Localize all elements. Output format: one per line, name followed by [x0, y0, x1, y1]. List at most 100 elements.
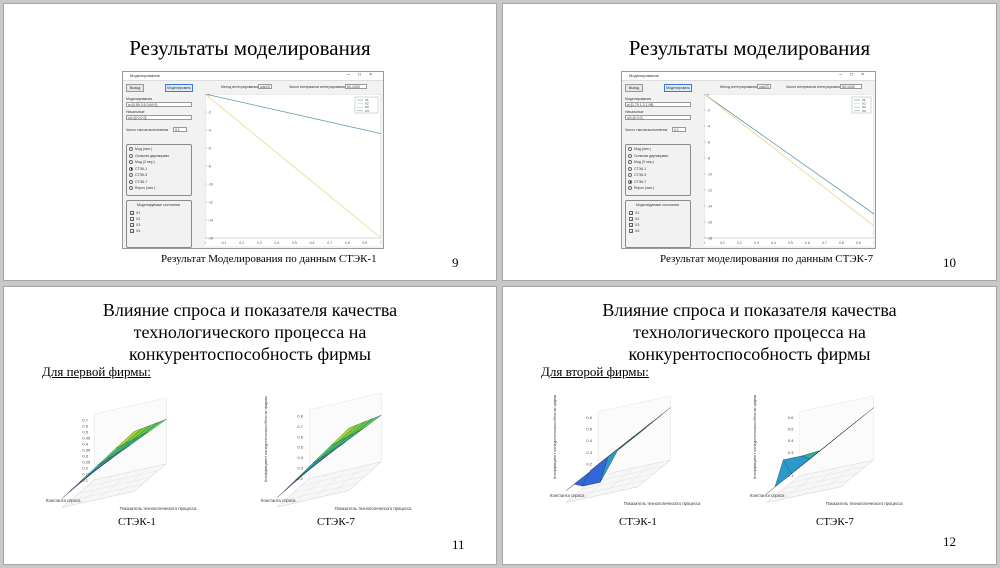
radio-button[interactable] — [628, 153, 632, 158]
z-tick-label: 0.5 — [788, 427, 794, 432]
radio-button[interactable] — [628, 179, 632, 184]
field1-label: Моделирования — [625, 97, 652, 101]
page-number: 10 — [943, 255, 956, 270]
slide-12[interactable]: Влияние спроса и показателя качества тех… — [502, 286, 997, 565]
exit-button[interactable]: Выход — [126, 84, 144, 92]
y-axis-label: Константа спроса — [261, 498, 296, 503]
z-tick-label: 0.1 — [788, 473, 794, 478]
checkbox[interactable]: ✓ — [629, 223, 634, 228]
series-line — [205, 94, 381, 134]
x-tick-label: 0 — [704, 241, 705, 245]
legend-label: X2 — [365, 102, 369, 106]
radio-label: Мод (лин.) — [634, 147, 652, 151]
points-label: Число интервалов интегрирования — [289, 85, 347, 89]
x-tick-label: 1 — [380, 241, 381, 245]
slide-11[interactable]: Влияние спроса и показателя качества тех… — [3, 286, 497, 565]
checkbox[interactable]: ✓ — [130, 211, 135, 216]
steps-input[interactable]: 0.1 — [173, 127, 187, 132]
checkbox-label: X3 — [136, 223, 141, 227]
field2-input[interactable]: x0=[0 0 0] — [625, 115, 691, 120]
radio-button[interactable] — [129, 186, 133, 190]
chart-background — [704, 94, 874, 246]
app-window: Моделирование –□× Выход Моделировать Мет… — [621, 71, 876, 249]
z-tick-label: 0.1 — [82, 477, 88, 482]
legend-label: X3 — [862, 105, 866, 109]
checkbox[interactable]: ✓ — [629, 229, 634, 234]
points-field[interactable]: 50-1000 — [840, 84, 862, 89]
window-titlebar: Моделирование –□× — [123, 72, 383, 81]
y-tick-label: -12 — [208, 201, 213, 205]
radio-label: Rпроч (лин.) — [135, 186, 156, 190]
points-field[interactable]: 50-1000 — [345, 84, 367, 89]
method-label: Метод интегрирования — [221, 85, 259, 89]
y-tick-label: -6 — [707, 141, 710, 145]
z-tick-label: 0.4 — [586, 438, 592, 443]
line-chart: 0-2-4-6-8-10-12-14-1600.10.20.30.40.50.6… — [205, 94, 381, 246]
x-tick-label: 0 — [205, 241, 206, 245]
z-tick-label: 0.6 — [586, 415, 592, 420]
model-button[interactable]: Моделировать — [165, 84, 193, 92]
radio-button[interactable] — [129, 179, 133, 184]
z-tick-label: 0.6 — [297, 434, 303, 439]
legend-label: X1 — [862, 98, 866, 102]
steps-input[interactable]: 0.1 — [672, 127, 686, 132]
exit-button[interactable]: Выход — [625, 84, 643, 92]
model-button[interactable]: Моделировать — [664, 84, 692, 92]
z-tick-label: 0.4 — [788, 438, 794, 443]
floor-gridline — [293, 475, 366, 493]
slide-title: Влияние спроса и показателя качества тех… — [4, 299, 496, 365]
y-tick-label: -14 — [208, 219, 213, 223]
field1-input[interactable]: a=[1.75 1.3 1.95] — [625, 102, 691, 107]
title-line-2: технологического процесса на — [633, 322, 866, 342]
field2-input[interactable]: x0=[0 0 0 0] — [126, 115, 192, 120]
x-axis-label: Показатель технологического процесса — [826, 501, 904, 506]
slide-9[interactable]: Результаты моделирования Моделирование –… — [3, 3, 497, 281]
series-line — [704, 94, 874, 227]
method-label: Метод интегрирования — [720, 85, 758, 89]
radio-button[interactable] — [628, 173, 632, 177]
radio-button[interactable] — [129, 147, 133, 151]
slide-10[interactable]: Результаты моделирования Моделирование –… — [502, 3, 997, 281]
radio-label: Rпроч (лин.) — [634, 186, 655, 190]
radio-group — [126, 144, 192, 196]
field1-input[interactable]: a=[0.59 0.5 0.69 0] — [126, 102, 192, 107]
radio-button[interactable] — [129, 160, 133, 164]
radio-button[interactable] — [129, 166, 133, 171]
floor-gridline — [783, 473, 858, 490]
method-select[interactable]: ode23 — [757, 84, 771, 89]
y-tick-label: -2 — [707, 109, 710, 113]
y-tick-label: -6 — [208, 147, 211, 151]
slide-caption: Результат Моделирования по данным СТЭК-1 — [161, 253, 377, 265]
checkbox[interactable]: ✓ — [130, 223, 135, 228]
y-axis-label: Константа спроса — [550, 493, 585, 498]
radio-button[interactable] — [628, 186, 632, 190]
series-line — [205, 94, 381, 239]
checkbox[interactable]: ✓ — [130, 229, 135, 234]
x-tick-label: 0.1 — [222, 241, 227, 245]
checkbox[interactable]: ✓ — [629, 217, 634, 222]
floor-gridline — [276, 490, 350, 508]
x-tick-label: 0.5 — [788, 241, 793, 245]
surface-plot: 0.10.150.20.250.30.350.40.450.50.60.7 Пок… — [46, 397, 197, 511]
radio-button[interactable] — [129, 173, 133, 177]
radio-button[interactable] — [628, 147, 632, 151]
radio-button[interactable] — [628, 166, 632, 171]
window-controls[interactable]: –□× — [839, 72, 872, 78]
y-tick-label: -10 — [208, 183, 213, 187]
plot-frame — [704, 94, 874, 239]
legend-label: X2 — [862, 102, 866, 106]
chart-background — [205, 94, 381, 246]
radio-button[interactable] — [628, 160, 632, 164]
checkbox[interactable]: ✓ — [629, 211, 634, 216]
floor-gridline — [348, 461, 382, 491]
radio-button[interactable] — [129, 153, 133, 158]
method-select[interactable]: ode23 — [258, 84, 272, 89]
window-controls[interactable]: –□× — [347, 72, 380, 78]
checkbox[interactable]: ✓ — [130, 217, 135, 222]
slide-title: Результаты моделирования — [129, 36, 371, 60]
radio-label: СТЭК-3 — [634, 173, 647, 177]
points-label: Число интервалов интегрирования — [786, 85, 844, 89]
z-tick-label: 0.15 — [82, 471, 91, 476]
legend-label: X4 — [365, 109, 369, 113]
